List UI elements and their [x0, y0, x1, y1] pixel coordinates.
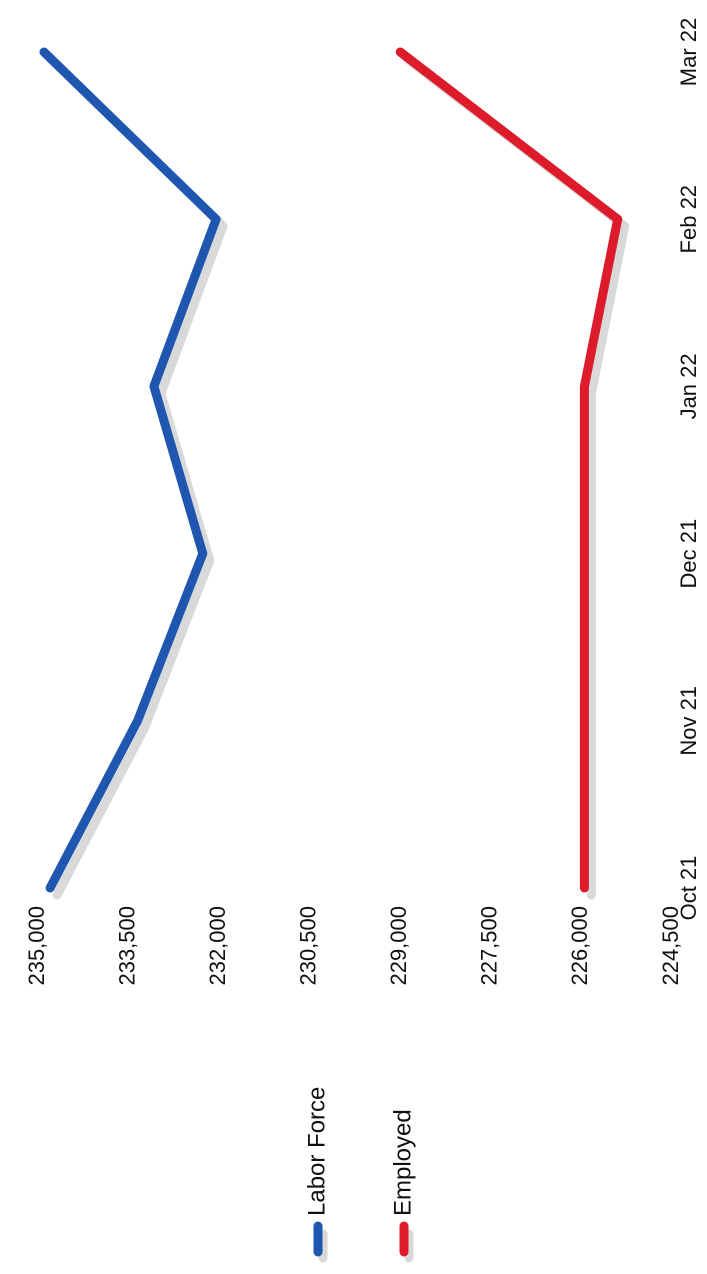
- series-shadow-labor-force: [46, 54, 228, 900]
- series-shadow-employed: [402, 54, 630, 900]
- x-tick-label: Jan 22: [676, 353, 701, 419]
- legend-label-employed: Employed: [389, 1109, 416, 1216]
- x-tick-label: Dec 21: [676, 519, 701, 589]
- legend: Labor Force Employed: [303, 1087, 416, 1263]
- x-tick-label: Mar 22: [676, 18, 701, 86]
- y-tick-label: 233,500: [114, 906, 139, 986]
- y-tick-label: 230,500: [296, 906, 321, 986]
- y-tick-label: 229,000: [386, 906, 411, 986]
- y-tick-label: 224,500: [658, 906, 683, 986]
- series-shadows: [46, 54, 630, 900]
- y-tick-label: 226,000: [567, 906, 592, 986]
- series-line-employed: [395, 47, 623, 893]
- series-lines: [39, 47, 623, 893]
- x-axis-tick-labels: Oct 21 Nov 21 Dec 21 Jan 22 Feb 22 Mar 22: [676, 18, 701, 921]
- y-axis-tick-labels: 235,000 233,500 232,000 230,500 229,000 227,5…: [24, 906, 683, 986]
- y-tick-label: 235,000: [24, 906, 49, 986]
- series-line-labor-force: [39, 47, 221, 893]
- x-tick-label: Oct 21: [676, 856, 701, 921]
- y-tick-label: 227,500: [477, 906, 502, 986]
- x-tick-label: Nov 21: [676, 686, 701, 756]
- legend-label-labor-force: Labor Force: [303, 1087, 330, 1216]
- x-tick-label: Feb 22: [676, 185, 701, 254]
- y-tick-label: 232,000: [205, 906, 230, 986]
